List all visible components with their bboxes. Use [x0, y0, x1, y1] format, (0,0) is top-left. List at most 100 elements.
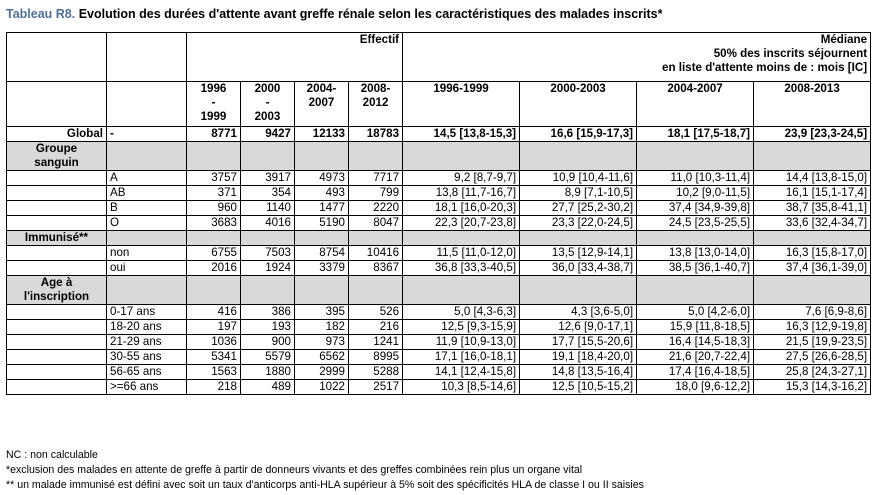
row-value: 19,1 [18,4-20,0] [519, 349, 638, 365]
row-category: 18-20 ans [106, 319, 187, 335]
header-empty-cell [6, 32, 107, 82]
row-value: 21,6 [20,7-22,4] [636, 349, 755, 365]
row-category: 0-17 ans [106, 304, 187, 320]
row-value: 16,3 [15,8-17,0] [753, 245, 872, 261]
row-value: 4016 [240, 215, 295, 231]
global-row: Global - 8771 9427 12133 18783 14,5 [13,… [6, 126, 872, 142]
row-value: 2999 [294, 364, 349, 380]
row-value: 395 [294, 304, 349, 320]
group-header-empty-cell [402, 275, 521, 305]
row-value: 1477 [294, 200, 349, 216]
group-header-empty-cell [106, 141, 187, 171]
row-value: 5579 [240, 349, 295, 365]
effectif-header: Effectif [185, 32, 404, 82]
row-value: 526 [347, 304, 404, 320]
row-value: 6755 [186, 245, 241, 261]
row-value: 12,5 [10,5-15,2] [519, 379, 638, 395]
global-value: 14,5 [13,8-15,3] [402, 126, 521, 142]
row-value: 15,3 [14,3-16,2] [753, 379, 872, 395]
row-value: 960 [186, 200, 241, 216]
row-value: 7,6 [6,9-8,6] [753, 304, 872, 320]
group-header-empty-cell [753, 141, 872, 171]
global-value: 23,9 [23,3-24,5] [753, 126, 872, 142]
row-empty-cell [6, 334, 107, 350]
groups-body: Groupe sanguin A 3757 3917 4973 7717 9,2 [8,7-9… [6, 141, 872, 395]
row-value: 1036 [186, 334, 241, 350]
table-row: O 3683 4016 5190 8047 22,3 [20,7-23,8] 23,3 [2… [6, 215, 872, 231]
group-header-empty-cell [294, 275, 349, 305]
row-value: 10,2 [9,0-11,5] [636, 185, 755, 201]
row-value: 3757 [186, 170, 241, 186]
row-value: 18,0 [9,6-12,2] [636, 379, 755, 395]
mediane-period-header: 1996-1999 [402, 81, 521, 127]
row-value: 3917 [240, 170, 295, 186]
table-row: AB 371 354 493 799 13,8 [11,7-16,7] 8,9 [7,1-1… [6, 185, 872, 201]
effectif-period-header: 2008- 2012 [347, 81, 404, 127]
row-value: 14,1 [12,4-15,8] [402, 364, 521, 380]
row-value: 1880 [240, 364, 295, 380]
row-value: 5288 [347, 364, 404, 380]
row-empty-cell [6, 304, 107, 320]
row-category: oui [106, 260, 187, 276]
row-value: 14,8 [13,5-16,4] [519, 364, 638, 380]
period-text: 2004- [306, 82, 337, 96]
row-empty-cell [6, 319, 107, 335]
row-empty-cell [6, 215, 107, 231]
period-text: 2000 [254, 82, 281, 96]
group-header-empty-cell [186, 275, 241, 305]
mediane-header: Médiane 50% des inscrits séjournent en l… [402, 32, 872, 82]
row-value: 5,0 [4,3-6,3] [402, 304, 521, 320]
period-text: 2008- [360, 82, 391, 96]
row-value: 24,5 [23,5-25,5] [636, 215, 755, 231]
group-header-empty-cell [753, 275, 872, 305]
row-value: 7717 [347, 170, 404, 186]
group-header-empty-cell [636, 141, 755, 171]
row-empty-cell [6, 349, 107, 365]
global-sub: - [106, 126, 187, 142]
row-value: 2517 [347, 379, 404, 395]
row-value: 900 [240, 334, 295, 350]
row-value: 416 [186, 304, 241, 320]
row-empty-cell [6, 260, 107, 276]
row-value: 493 [294, 185, 349, 201]
group-header-empty-cell [106, 230, 187, 246]
footnote: ** un malade immunisé est défini avec so… [6, 479, 644, 491]
row-value: 21,5 [19,9-23,5] [753, 334, 872, 350]
table-row: non 6755 7503 8754 10416 11,5 [11,0-12,0] 13,5… [6, 245, 872, 261]
group-header-empty-cell [519, 275, 638, 305]
row-category: A [106, 170, 187, 186]
period-text: 2012 [362, 96, 389, 109]
row-value: 1563 [186, 364, 241, 380]
period-text: 2007 [308, 96, 335, 109]
row-category: >=66 ans [106, 379, 187, 395]
row-empty-cell [6, 379, 107, 395]
footnote: NC : non calculable [6, 449, 98, 461]
group-label-line: l'inscription [23, 290, 90, 303]
group-header-row: Age à l'inscription [6, 275, 872, 305]
period-text: 2003 [254, 110, 281, 123]
global-value: 8771 [186, 126, 241, 142]
group-header-empty-cell [347, 141, 404, 171]
group-label-line: Immunisé** [24, 231, 89, 245]
mediane-period-header: 2004-2007 [636, 81, 755, 127]
group-label-line: sanguin [34, 156, 79, 169]
row-value: 218 [186, 379, 241, 395]
global-value: 16,6 [15,9-17,3] [519, 126, 638, 142]
row-value: 8995 [347, 349, 404, 365]
group-label: Age à l'inscription [6, 275, 107, 305]
row-value: 11,5 [11,0-12,0] [402, 245, 521, 261]
row-category: non [106, 245, 187, 261]
row-value: 12,6 [9,0-17,1] [519, 319, 638, 335]
footnotes: NC : non calculable *exclusion des malad… [6, 448, 644, 493]
group-header-empty-cell [402, 230, 521, 246]
row-category: 56-65 ans [106, 364, 187, 380]
row-value: 1022 [294, 379, 349, 395]
mediane-period-header: 2000-2003 [519, 81, 638, 127]
global-value: 18783 [347, 126, 404, 142]
group-header-row: Groupe sanguin [6, 141, 872, 171]
group-header-empty-cell [753, 230, 872, 246]
table-row: 18-20 ans 197 193 182 216 12,5 [9,3-15,9] 12,6… [6, 319, 872, 335]
row-value: 2220 [347, 200, 404, 216]
row-value: 38,5 [36,1-40,7] [636, 260, 755, 276]
row-value: 13,8 [11,7-16,7] [402, 185, 521, 201]
